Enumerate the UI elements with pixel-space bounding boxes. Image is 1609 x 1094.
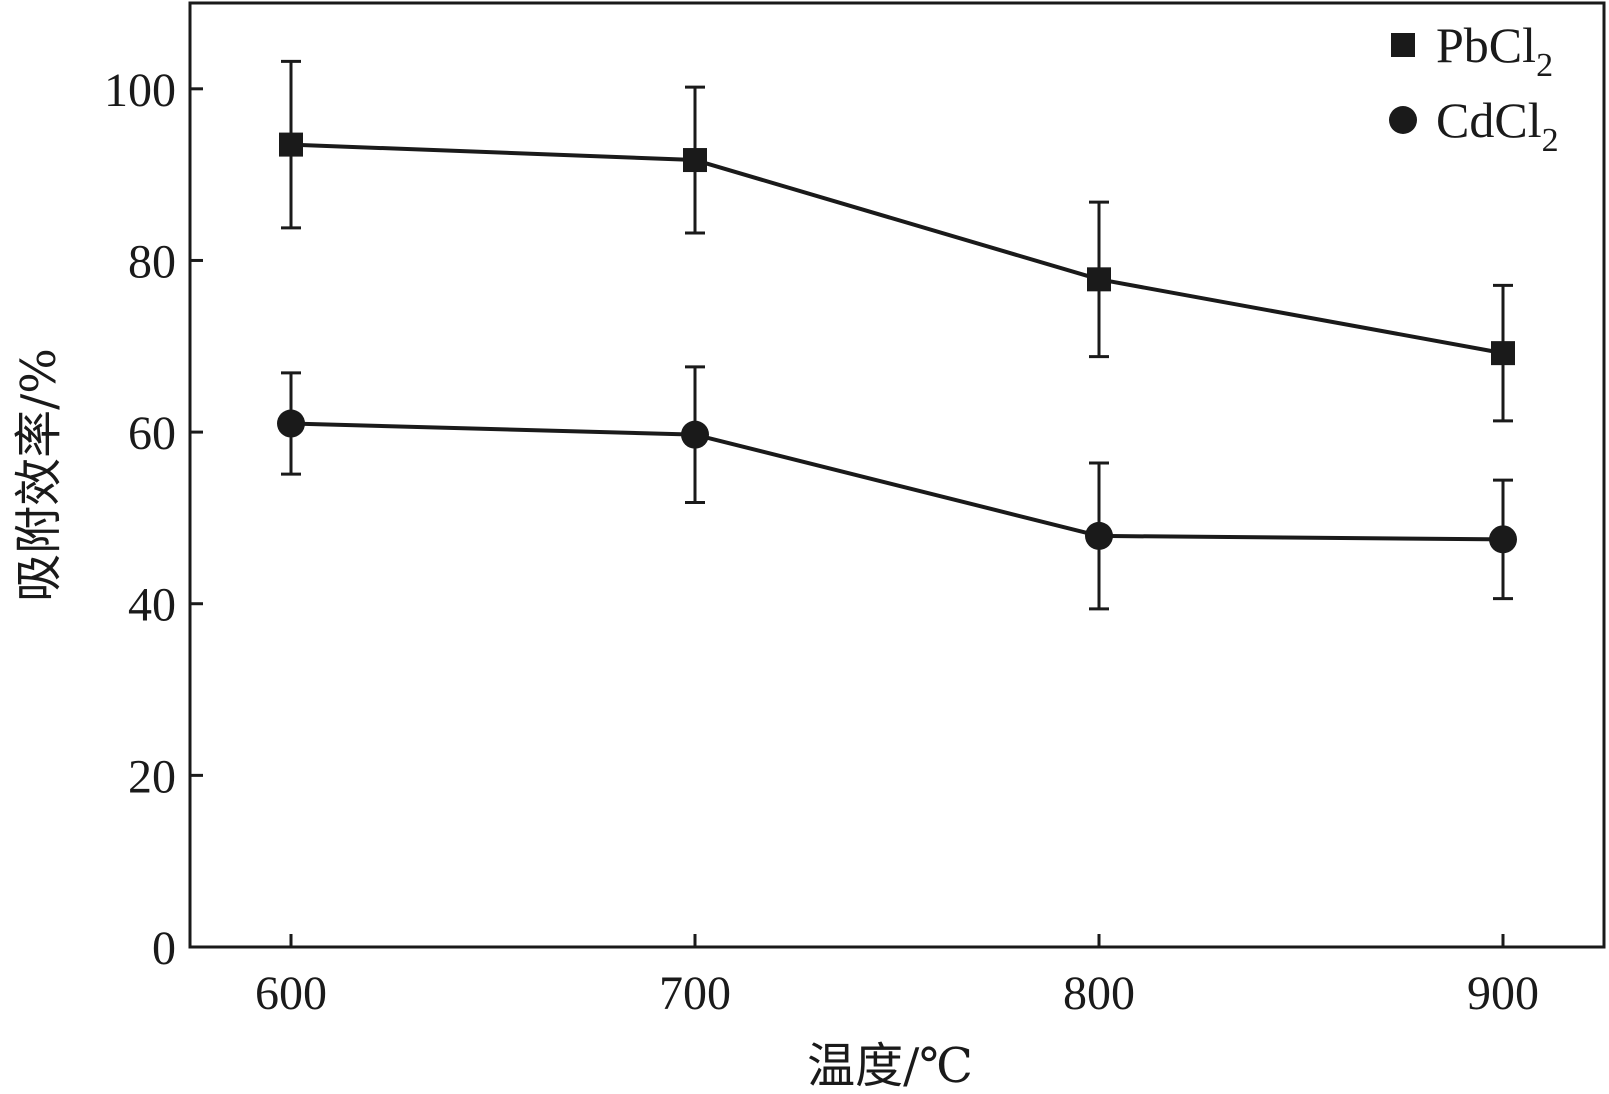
legend-subscript: 2 bbox=[1536, 47, 1553, 84]
x-tick-label: 800 bbox=[1063, 967, 1135, 1020]
y-tick-label: 0 bbox=[152, 922, 176, 975]
data-point bbox=[277, 409, 305, 438]
x-axis-ticks: 600 700 800 900 bbox=[255, 934, 1539, 1020]
legend-label: PbCl2 bbox=[1436, 17, 1553, 84]
y-tick-label: 60 bbox=[128, 407, 176, 460]
series-square bbox=[279, 59, 1515, 423]
series-line bbox=[290, 142, 1504, 356]
data-point bbox=[279, 132, 303, 157]
data-point bbox=[1491, 341, 1515, 366]
y-tick-label: 20 bbox=[128, 750, 176, 803]
y-tick-label: 80 bbox=[128, 235, 176, 288]
data-point bbox=[1085, 521, 1113, 550]
y-tick-label: 100 bbox=[104, 64, 176, 117]
legend-marker-circle bbox=[1389, 106, 1417, 134]
series-line bbox=[290, 421, 1504, 542]
y-axis-ticks: 0 20 40 60 80 100 bbox=[104, 64, 203, 975]
data-point bbox=[683, 148, 707, 173]
x-tick-label: 700 bbox=[659, 967, 731, 1020]
legend-subscript: 2 bbox=[1542, 122, 1559, 159]
series-circle bbox=[277, 365, 1517, 611]
data-point bbox=[1489, 525, 1517, 554]
y-tick-label: 40 bbox=[128, 579, 176, 632]
legend-label: CdCl2 bbox=[1436, 92, 1559, 159]
x-tick-label: 900 bbox=[1467, 967, 1539, 1020]
plot-frame bbox=[188, 1, 1606, 949]
data-point bbox=[681, 420, 709, 449]
data-point bbox=[1087, 267, 1111, 292]
legend: PbCl2 CdCl2 bbox=[1389, 17, 1559, 159]
series-layer bbox=[277, 59, 1517, 611]
y-axis-label: 吸附效率/% bbox=[11, 348, 67, 602]
x-tick-label: 600 bbox=[255, 967, 327, 1020]
x-axis-label: 温度/℃ bbox=[807, 1038, 973, 1094]
legend-marker-square bbox=[1391, 33, 1415, 57]
